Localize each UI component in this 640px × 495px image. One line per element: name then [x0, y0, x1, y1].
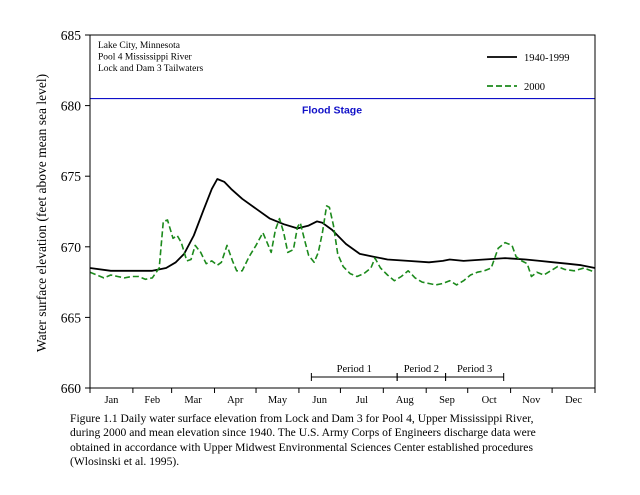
- legend-label: 2000: [524, 82, 545, 93]
- period-label: Period 3: [457, 364, 492, 375]
- y-tick-label: 665: [61, 310, 82, 325]
- y-tick-label: 685: [61, 28, 82, 43]
- legend-label: 1940-1999: [524, 53, 570, 64]
- series-line-year-2000: [89, 205, 596, 286]
- x-tick-label: Jul: [356, 395, 368, 406]
- x-tick-label: Dec: [565, 395, 582, 406]
- x-tick-label: May: [268, 395, 288, 406]
- inset-text-line: Pool 4 Mississippi River: [98, 53, 193, 63]
- x-tick-label: Sep: [439, 395, 455, 406]
- inset-text-line: Lock and Dam 3 Tailwaters: [98, 64, 204, 74]
- caption-line: (Wlosinski et al. 1995).: [70, 455, 180, 469]
- y-tick-label: 660: [61, 381, 82, 396]
- flood-stage-label: Flood Stage: [302, 105, 362, 117]
- x-tick-label: Aug: [396, 395, 415, 406]
- caption-line: Figure 1.1 Daily water surface elevation…: [70, 412, 534, 425]
- period-label: Period 1: [337, 364, 372, 375]
- x-tick-label: Nov: [522, 395, 541, 406]
- x-tick-label: Apr: [227, 395, 244, 406]
- x-tick-label: Feb: [144, 395, 160, 406]
- x-tick-label: Mar: [184, 395, 202, 406]
- figure-caption: Figure 1.1 Daily water surface elevation…: [70, 412, 632, 470]
- x-tick-label: Jan: [104, 395, 119, 406]
- plot-frame: [89, 34, 596, 389]
- x-tick-label: Oct: [482, 395, 497, 406]
- y-axis-label: Water surface elevation (feet above mean…: [34, 74, 49, 352]
- chart: Water surface elevation (feet above mean…: [34, 28, 596, 406]
- caption-line: obtained in accordance with Upper Midwes…: [70, 440, 533, 454]
- x-tick-label: Jun: [312, 395, 327, 406]
- y-tick-label: 680: [61, 99, 82, 114]
- y-tick-label: 675: [61, 169, 82, 184]
- caption-line: during 2000 and mean elevation since 194…: [70, 426, 536, 440]
- period-label: Period 2: [404, 364, 439, 375]
- inset-text-line: Lake City, Minnesota: [98, 41, 181, 51]
- series-line-mean: [89, 178, 596, 272]
- y-tick-label: 670: [61, 240, 82, 255]
